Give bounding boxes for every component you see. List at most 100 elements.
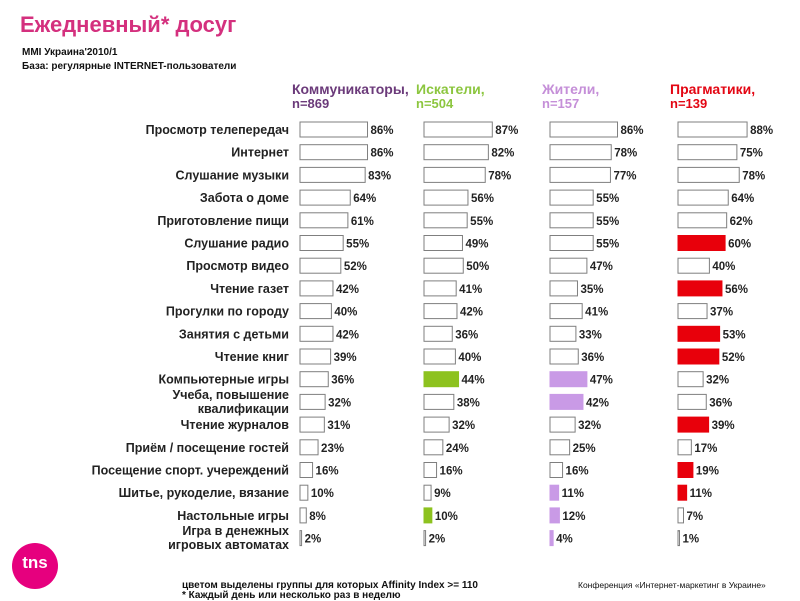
bar bbox=[677, 371, 704, 388]
bar bbox=[299, 166, 366, 183]
value-label: 86% bbox=[621, 125, 644, 137]
category-label: Учеба, повышение квалификации bbox=[172, 388, 289, 416]
bar bbox=[299, 303, 332, 320]
value-label: 16% bbox=[316, 466, 339, 478]
value-label: 16% bbox=[566, 466, 589, 478]
value-label: 88% bbox=[750, 125, 773, 137]
segment-bar-chart: Просмотр телепередач Интернет Слушание муз… bbox=[92, 81, 773, 552]
value-label: 38% bbox=[457, 397, 480, 409]
daily-footnote: * Каждый день или несколько раз в неделю bbox=[182, 590, 401, 601]
value-label: 53% bbox=[723, 329, 746, 341]
value-label: 42% bbox=[336, 284, 359, 296]
tns-logo: tns bbox=[12, 543, 58, 589]
category-label: Слушание радио bbox=[184, 237, 289, 251]
bar bbox=[677, 484, 688, 501]
bar bbox=[677, 416, 710, 433]
bar bbox=[423, 439, 444, 456]
segment-name: Искатели, bbox=[416, 81, 485, 97]
value-label: 36% bbox=[455, 329, 478, 341]
category-label: Приём / посещение гостей bbox=[126, 441, 289, 455]
value-label: 64% bbox=[353, 193, 376, 205]
value-label: 24% bbox=[446, 443, 469, 455]
bar bbox=[677, 235, 726, 251]
category-label: Занятия с детьми bbox=[179, 327, 289, 341]
value-label: 61% bbox=[351, 216, 374, 228]
segment-sample-size: n=869 bbox=[292, 96, 329, 111]
value-label: 39% bbox=[334, 352, 357, 364]
value-label: 42% bbox=[336, 329, 359, 341]
category-label: Приготовление пищи bbox=[157, 214, 289, 228]
bar bbox=[423, 280, 457, 297]
value-label: 41% bbox=[585, 307, 608, 319]
bar bbox=[423, 303, 458, 320]
value-label: 83% bbox=[368, 170, 391, 182]
value-label: 11% bbox=[690, 488, 712, 500]
bar bbox=[549, 189, 594, 206]
value-label: 75% bbox=[740, 148, 763, 160]
bar bbox=[423, 530, 427, 547]
bar bbox=[299, 507, 307, 524]
value-label: 62% bbox=[730, 216, 753, 228]
value-label: 32% bbox=[706, 375, 729, 387]
value-label: 86% bbox=[371, 125, 394, 137]
category-label: Интернет bbox=[231, 146, 289, 160]
bar bbox=[677, 121, 748, 138]
bar bbox=[677, 303, 708, 320]
bar bbox=[299, 144, 369, 161]
category-label: Прогулки по городу bbox=[166, 305, 289, 319]
value-label: 32% bbox=[578, 420, 601, 432]
bar bbox=[299, 325, 334, 342]
bar bbox=[549, 325, 577, 342]
bar bbox=[299, 348, 332, 365]
bar bbox=[677, 393, 707, 410]
bar bbox=[423, 484, 432, 501]
logo-text: tns bbox=[22, 553, 48, 572]
value-label: 10% bbox=[435, 511, 458, 523]
bar bbox=[299, 371, 329, 388]
bar bbox=[677, 325, 721, 342]
bar bbox=[549, 416, 576, 433]
value-label: 36% bbox=[331, 375, 354, 387]
value-label: 12% bbox=[562, 511, 585, 523]
bar bbox=[423, 507, 433, 524]
value-label: 2% bbox=[429, 534, 446, 546]
value-label: 56% bbox=[725, 284, 748, 296]
bar bbox=[423, 348, 456, 365]
bar bbox=[677, 166, 740, 183]
bar bbox=[423, 325, 453, 342]
category-label: Забота о доме bbox=[200, 191, 289, 205]
bar bbox=[299, 393, 326, 410]
segment-sample-size: n=504 bbox=[416, 96, 454, 111]
segment-name: Коммуникаторы, bbox=[292, 81, 409, 97]
value-label: 56% bbox=[471, 193, 494, 205]
bar bbox=[299, 416, 325, 433]
value-label: 64% bbox=[731, 193, 754, 205]
bar bbox=[677, 530, 680, 547]
bar bbox=[299, 484, 309, 501]
bar bbox=[549, 507, 560, 524]
value-label: 78% bbox=[614, 148, 637, 160]
value-label: 47% bbox=[590, 375, 613, 387]
bar bbox=[299, 235, 344, 251]
bar bbox=[423, 257, 464, 274]
value-label: 33% bbox=[579, 329, 602, 341]
bar bbox=[423, 235, 463, 251]
bar bbox=[423, 189, 469, 206]
bar bbox=[299, 280, 334, 297]
bar bbox=[549, 348, 579, 365]
value-label: 36% bbox=[709, 397, 732, 409]
value-label: 87% bbox=[495, 125, 518, 137]
bar bbox=[549, 393, 584, 410]
value-label: 7% bbox=[686, 511, 703, 523]
bar bbox=[549, 166, 611, 183]
value-label: 32% bbox=[452, 420, 475, 432]
value-label: 19% bbox=[696, 466, 719, 478]
value-label: 55% bbox=[596, 239, 619, 251]
bar bbox=[423, 416, 450, 433]
segment-name: Жители, bbox=[541, 81, 599, 97]
bar bbox=[677, 348, 720, 365]
bar bbox=[549, 257, 588, 274]
category-label: Игра в денежных игровых автоматах bbox=[168, 524, 289, 552]
bar bbox=[423, 371, 460, 388]
bar bbox=[677, 144, 738, 161]
